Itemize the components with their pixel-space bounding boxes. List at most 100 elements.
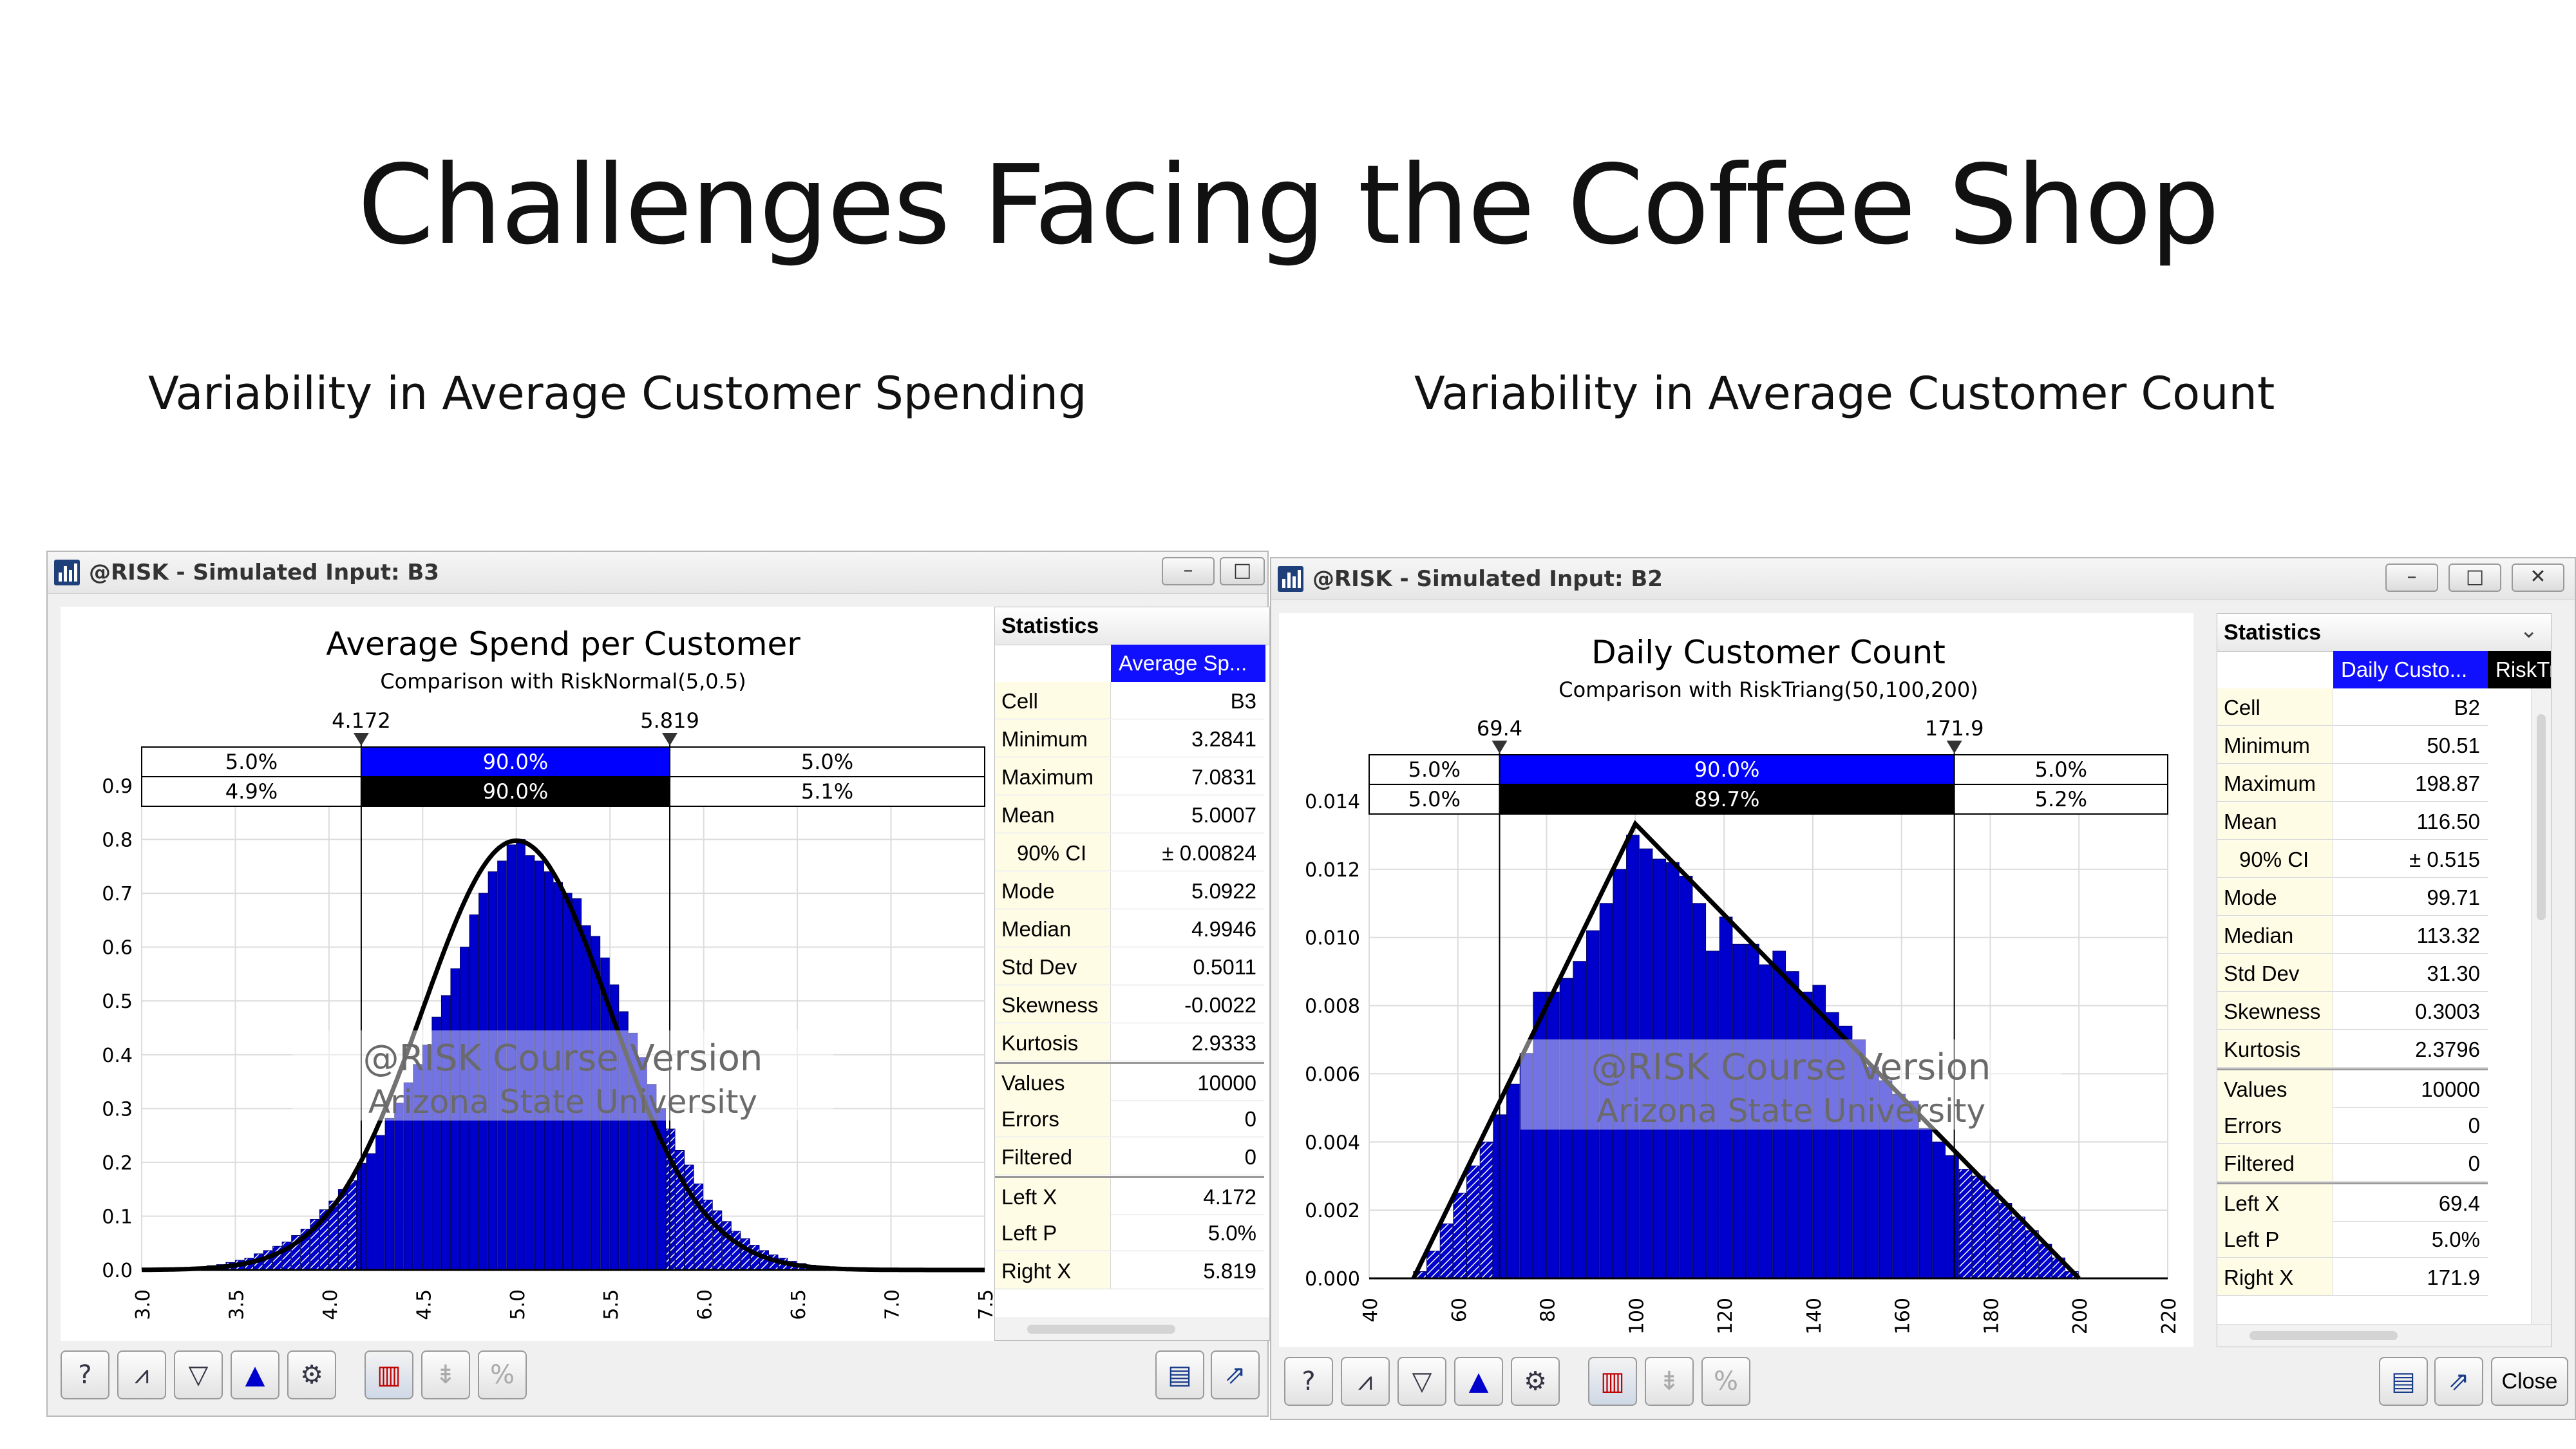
stat-row: Filtered 0 [995,1138,1264,1176]
window-titlebar[interactable]: @RISK - Simulated Input: B3 – □ [48,552,1267,594]
probability-band-label: 90.0% [1694,757,1760,782]
filter-icon: ▽ [1412,1367,1432,1396]
probability-band-label: 5.1% [801,779,853,804]
delimiter-handle [662,733,678,746]
maximize-button[interactable]: □ [1220,557,1265,585]
close-window-button[interactable]: ✕ [2512,564,2564,592]
stat-label: Errors [995,1100,1111,1137]
percent-button[interactable]: % [1701,1357,1750,1406]
settings-button[interactable]: ⚙ [1511,1357,1560,1406]
histogram-bar [1958,1169,1973,1279]
scroll-thumb[interactable] [2537,714,2546,920]
tornado-button[interactable]: ⇟ [1645,1357,1694,1406]
histogram-bar [394,1103,404,1271]
delimiter-handle [353,733,369,746]
stat-label: Filtered [995,1138,1111,1175]
horizontal-scrollbar[interactable] [995,1318,1269,1340]
stat-label: 90% CI [2217,840,2333,878]
stat-value: 10000 [1111,1064,1264,1101]
stat-label: Skewness [995,986,1111,1023]
graph-report-button[interactable]: ▤ [2379,1357,2428,1406]
filter-button[interactable]: ▽ [1397,1357,1446,1406]
statistics-extra-column-header[interactable]: RiskTri [2488,651,2551,688]
stat-row: Filtered 0 [2217,1144,2488,1182]
stat-label: Mean [995,796,1111,833]
vertical-scrollbar[interactable] [2531,688,2551,1326]
settings-button[interactable]: ⚙ [287,1350,336,1399]
risk-app-icon [1278,566,1303,592]
probability-band-cell [141,776,362,807]
subtitle-right: Variability in Average Customer Count [1414,367,2275,420]
stat-value: 0 [2333,1144,2488,1182]
stat-row: Errors 0 [2217,1106,2488,1144]
histogram-button[interactable]: ▥ [365,1350,413,1399]
percent-button[interactable]: % [478,1350,527,1399]
risk-window-b2: @RISK - Simulated Input: B2 – □ ✕ Daily … [1270,557,2576,1420]
histogram-bar [1533,991,1547,1279]
minimize-button[interactable]: – [1162,557,1215,585]
help-button[interactable]: ? [1284,1357,1333,1406]
help-button[interactable]: ? [61,1350,109,1399]
scroll-thumb[interactable] [1027,1325,1175,1334]
scroll-thumb[interactable] [2249,1331,2398,1340]
histogram-bar [337,1189,348,1271]
stat-value: -0.0022 [1111,986,1264,1023]
percent-icon: % [1713,1367,1738,1396]
histogram-bar [1998,1203,2012,1279]
stat-value: 5.0% [1111,1214,1264,1251]
stat-row: Maximum 7.0831 [995,758,1264,796]
distribution-button[interactable]: ⩘ [1341,1357,1390,1406]
graph-report-button[interactable]: ▤ [1155,1350,1204,1399]
histogram-button[interactable]: ▥ [1588,1357,1637,1406]
maximize-button[interactable]: □ [2448,564,2501,592]
stat-label: Errors [2217,1106,2333,1144]
x-tick-label: 7.5 [975,1289,998,1320]
filter-button[interactable]: ▽ [174,1350,223,1399]
stat-row: Right X 5.819 [995,1252,1264,1290]
stat-value: 5.0007 [1111,796,1264,833]
x-tick-label: 120 [1714,1298,1737,1334]
y-tick-label: 0.8 [102,829,133,852]
x-tick-label: 3.0 [132,1289,155,1320]
export-button[interactable]: ⇗ [2434,1357,2483,1406]
fitted-curve [1411,820,2081,1280]
overlay-button[interactable]: ▲ [1454,1357,1503,1406]
stat-label: Left X [2217,1184,2333,1222]
statistics-column-header[interactable]: Average Sp... [1111,645,1265,682]
window-titlebar[interactable]: @RISK - Simulated Input: B2 – □ ✕ [1271,558,2575,600]
stat-value: ± 0.515 [2333,840,2488,878]
probability-band-label: 89.7% [1694,787,1760,811]
x-tick-label: 100 [1625,1298,1648,1334]
stat-label: Values [2217,1070,2333,1108]
stat-label: Cell [995,682,1111,719]
horizontal-scrollbar[interactable] [2217,1324,2551,1347]
stat-label: Skewness [2217,992,2333,1030]
delimiter-label: 171.9 [1925,716,1984,741]
x-tick-label: 40 [1359,1298,1382,1322]
close-button[interactable]: Close [2491,1357,2568,1406]
stat-label: Median [2217,916,2333,954]
chevron-down-icon[interactable]: ⌄ [2519,618,2539,643]
histogram-bar [366,1153,376,1271]
x-tick-label: 220 [2158,1298,2181,1334]
export-button[interactable]: ⇗ [1211,1350,1260,1399]
histogram-bar [1932,1141,1946,1279]
graph-report-icon: ▤ [2391,1367,2416,1396]
stat-row: Minimum 50.51 [2217,726,2488,764]
probability-band-label: 5.0% [1408,787,1461,811]
settings-icon: ⚙ [300,1360,323,1390]
stat-label: Std Dev [995,948,1111,985]
overlay-button[interactable]: ▲ [231,1350,279,1399]
statistics-column-header[interactable]: Daily Custo... [2333,651,2488,688]
distribution-button[interactable]: ⩘ [117,1350,166,1399]
statistics-panel: Statistics ⌄ Daily Custo... RiskTri Cell… [2217,613,2552,1347]
stat-row: Minimum 3.2841 [995,720,1264,758]
stat-value: ± 0.00824 [1111,834,1264,871]
tornado-button[interactable]: ⇟ [421,1350,470,1399]
stat-row: Median 113.32 [2217,916,2488,954]
stat-label: Kurtosis [995,1024,1111,1061]
histogram-bar [750,1245,760,1271]
chart-panel: Daily Customer Count Comparison with Risk… [1279,613,2193,1347]
delimiter-handle [1492,741,1508,753]
minimize-button[interactable]: – [2385,564,2438,592]
